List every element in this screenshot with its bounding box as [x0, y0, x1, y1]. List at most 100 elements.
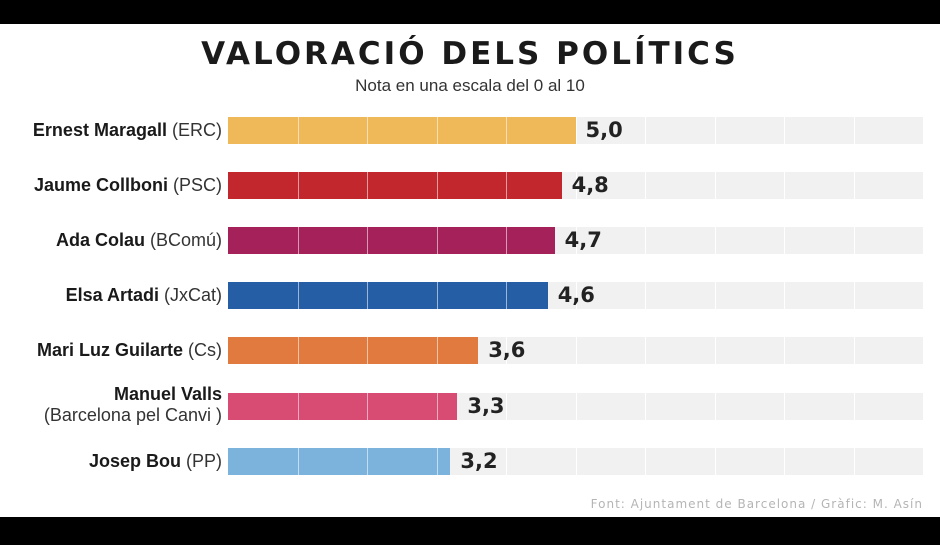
grid-line	[367, 227, 368, 254]
party-name: (PP)	[186, 451, 222, 471]
grid-line	[575, 337, 577, 364]
grid-line	[436, 117, 438, 144]
grid-line	[784, 282, 785, 309]
grid-line	[436, 337, 438, 364]
grid-line	[714, 282, 716, 309]
grid-line	[784, 448, 785, 475]
grid-line	[714, 227, 716, 254]
bar	[228, 172, 562, 199]
politician-name: Ernest Maragall	[32, 120, 167, 140]
grid-line	[645, 337, 646, 364]
grid-line	[784, 337, 785, 364]
politician-name: Manuel Valls	[113, 384, 222, 404]
grid-line	[367, 448, 368, 475]
grid-line	[853, 282, 855, 309]
politician-name: Elsa Artadi	[65, 285, 159, 305]
grid-line	[784, 172, 785, 199]
party-name: (BComú)	[149, 230, 222, 250]
grid-line	[645, 172, 646, 199]
category-label: Elsa Artadi (JxCat)	[66, 285, 222, 306]
value-label: 5,0	[585, 118, 623, 142]
bar	[228, 393, 458, 420]
grid-line	[506, 227, 507, 254]
grid-line	[436, 393, 438, 420]
grid-line	[367, 393, 368, 420]
grid-line	[575, 172, 577, 199]
grid-line	[714, 172, 716, 199]
grid-line	[506, 393, 507, 420]
grid-line	[297, 172, 299, 199]
grid-line	[853, 337, 855, 364]
grid-line	[367, 117, 368, 144]
grid-line	[853, 117, 855, 144]
grid-line	[714, 117, 716, 144]
grid-line	[645, 117, 646, 144]
grid-line	[297, 448, 299, 475]
grid-line	[853, 172, 855, 199]
category-label: Ernest Maragall (ERC)	[33, 120, 222, 141]
grid-line	[575, 282, 577, 309]
source-credit: Font: Ajuntament de Barcelona / Gràfic: …	[590, 497, 923, 511]
value-label: 3,3	[467, 394, 505, 418]
grid-line	[367, 282, 368, 309]
grid-line	[784, 117, 785, 144]
value-label: 4,6	[557, 283, 595, 307]
grid-line	[436, 448, 438, 475]
party-name: (JxCat)	[164, 285, 222, 305]
chart-subtitle: Nota en una escala del 0 al 10	[355, 76, 585, 95]
grid-line	[506, 282, 507, 309]
bar	[228, 448, 451, 475]
grid-line	[436, 282, 438, 309]
grid-line	[784, 393, 785, 420]
grid-line	[853, 448, 855, 475]
grid-line	[436, 227, 438, 254]
grid-line	[575, 227, 577, 254]
party-name: (Cs)	[188, 340, 222, 360]
grid-line	[297, 117, 299, 144]
grid-line	[714, 393, 716, 420]
grid-line	[645, 282, 646, 309]
grid-line	[714, 448, 716, 475]
category-label: Ada Colau (BComú)	[56, 230, 222, 251]
grid-line	[367, 172, 368, 199]
grid-line	[575, 117, 577, 144]
grid-line	[645, 393, 646, 420]
bar	[228, 227, 555, 254]
grid-line	[367, 337, 368, 364]
grid-line	[784, 227, 785, 254]
value-label: 4,7	[564, 228, 602, 252]
politician-name: Jaume Collboni	[33, 175, 168, 195]
grid-line	[853, 227, 855, 254]
grid-line	[575, 393, 577, 420]
politician-name: Josep Bou	[88, 451, 181, 471]
value-label: 3,2	[460, 449, 498, 473]
grid-line	[297, 282, 299, 309]
bar	[228, 337, 479, 364]
value-label: 3,6	[488, 338, 526, 362]
category-label: Josep Bou (PP)	[89, 451, 222, 472]
category-label: Manuel Valls (Barcelona pel Canvi )	[44, 384, 222, 426]
grid-line	[297, 393, 299, 420]
grid-line	[506, 117, 507, 144]
category-label: Jaume Collboni (PSC)	[34, 175, 222, 196]
value-label: 4,8	[571, 173, 609, 197]
grid-line	[297, 227, 299, 254]
bar	[228, 117, 576, 144]
grid-line	[714, 337, 716, 364]
grid-line	[853, 393, 855, 420]
party-name: (PSC)	[173, 175, 222, 195]
party-name: (Barcelona pel Canvi )	[43, 405, 222, 425]
grid-line	[436, 172, 438, 199]
politician-name: Ada Colau	[55, 230, 145, 250]
party-name: (ERC)	[172, 120, 222, 140]
chart-canvas: VALORACIÓ DELS POLÍTICS Nota en una esca…	[0, 24, 940, 517]
grid-line	[645, 448, 646, 475]
grid-line	[297, 337, 299, 364]
politician-name: Mari Luz Guilarte	[36, 340, 183, 360]
grid-line	[645, 227, 646, 254]
chart-title: VALORACIÓ DELS POLÍTICS	[201, 36, 739, 72]
category-label: Mari Luz Guilarte (Cs)	[37, 340, 222, 361]
grid-line	[506, 337, 507, 364]
grid-line	[575, 448, 577, 475]
grid-line	[506, 172, 507, 199]
